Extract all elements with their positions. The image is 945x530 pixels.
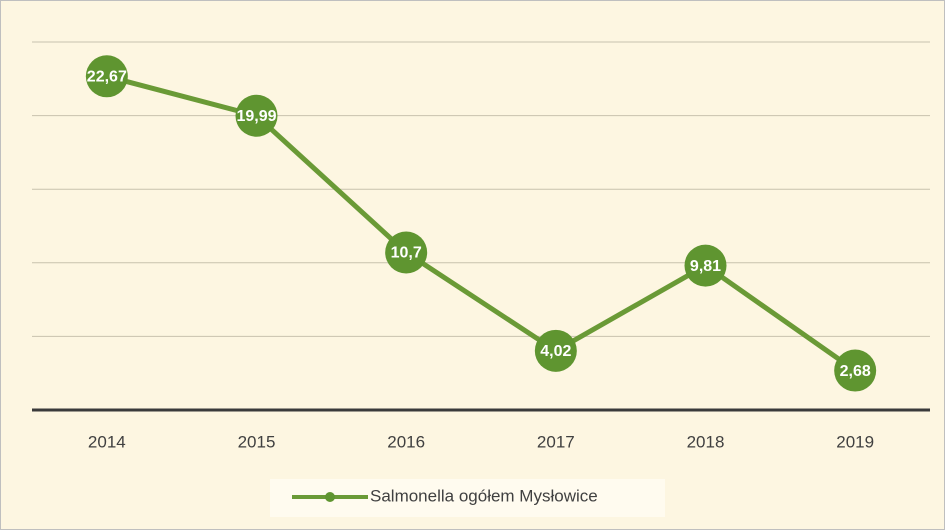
legend-label: Salmonella ogółem Mysłowice — [370, 486, 598, 505]
x-tick-label: 2018 — [687, 432, 725, 451]
data-point — [385, 231, 428, 274]
data-label: 4,02 — [540, 343, 571, 360]
x-tick-label: 2015 — [238, 432, 276, 451]
data-point — [834, 349, 877, 392]
x-tick-label: 2017 — [537, 432, 575, 451]
data-label: 2,68 — [840, 363, 871, 380]
x-tick-label: 2016 — [387, 432, 425, 451]
data-point — [235, 94, 278, 137]
data-point — [534, 329, 577, 372]
data-point — [85, 55, 128, 98]
data-label: 22,67 — [87, 69, 127, 86]
data-point — [684, 244, 727, 287]
x-tick-label: 2019 — [836, 432, 874, 451]
data-label: 19,99 — [236, 108, 276, 125]
x-tick-label: 2014 — [88, 432, 126, 451]
series-line — [106, 73, 857, 373]
legend-marker — [325, 492, 335, 502]
data-label: 9,81 — [690, 258, 721, 275]
data-label: 10,7 — [391, 245, 422, 262]
